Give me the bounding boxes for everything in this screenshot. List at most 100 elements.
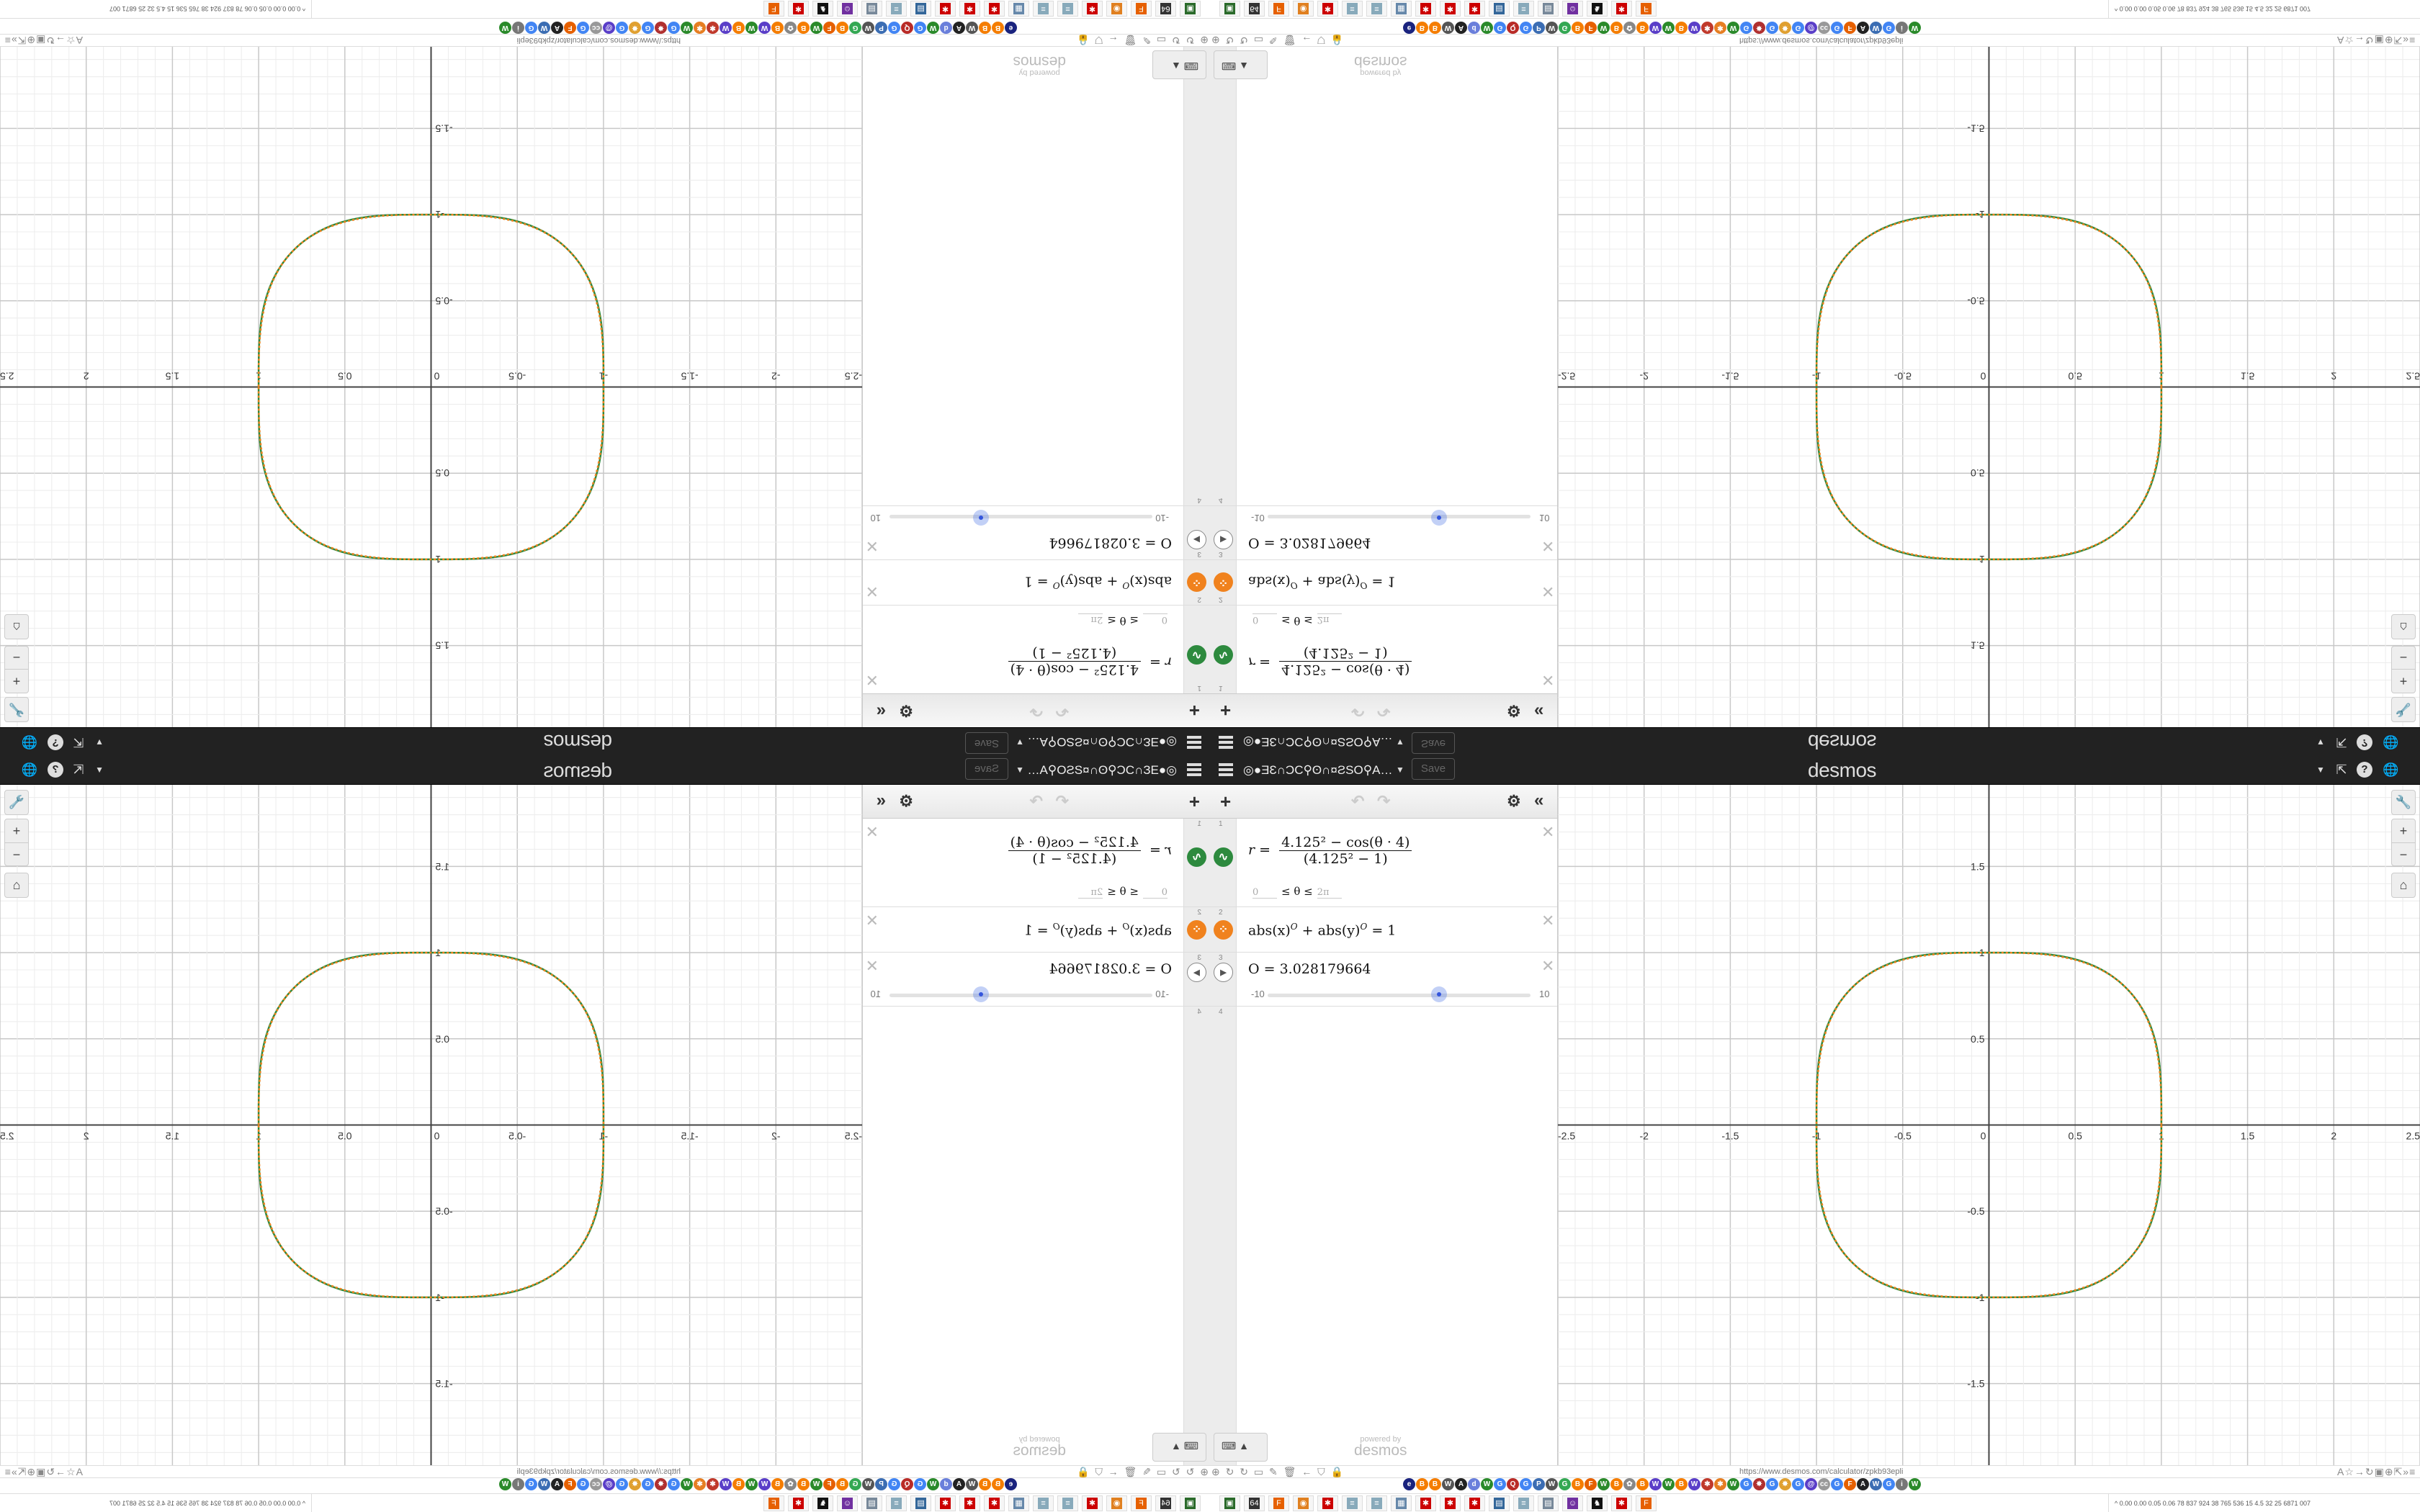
zoom-out-button[interactable]: − bbox=[12, 650, 21, 665]
bookmark-icon[interactable]: ✱ bbox=[1714, 22, 1726, 34]
bookmark-icon[interactable]: F bbox=[823, 22, 835, 34]
taskbar-app-icon[interactable]: ✱ bbox=[788, 1495, 809, 1511]
bookmark-icon[interactable]: B bbox=[979, 1478, 991, 1490]
graph-title[interactable]: ◎●ƎƐ∩ƆC⚲ʘ∩¤ƧSO⚲A… bbox=[1027, 735, 1177, 749]
bookmark-icon[interactable]: W bbox=[745, 22, 758, 34]
zoom-out-button[interactable]: − bbox=[12, 847, 21, 862]
bookmark-icon[interactable]: P bbox=[875, 22, 887, 34]
bookmark-icon[interactable]: W bbox=[1597, 1478, 1610, 1490]
globe-icon[interactable]: 🌐 bbox=[21, 735, 37, 750]
bookmark-icon[interactable]: Q bbox=[901, 22, 913, 34]
bookmark-icon[interactable]: G bbox=[914, 1478, 926, 1490]
bookmark-icon[interactable]: B bbox=[1572, 1478, 1584, 1490]
bookmark-icon[interactable]: W bbox=[1662, 22, 1675, 34]
domain-max-input[interactable]: 2π bbox=[1317, 613, 1342, 625]
zoom-out-button[interactable]: − bbox=[2399, 847, 2408, 862]
delete-expression-icon[interactable]: ✕ bbox=[865, 957, 879, 975]
taskbar-app-icon[interactable]: ≡ bbox=[1366, 1495, 1387, 1511]
taskbar-app-icon[interactable]: ✱ bbox=[1082, 1495, 1103, 1511]
implicit-curve-color-icon[interactable]: ⁘ bbox=[1187, 572, 1206, 592]
delete-expression-icon[interactable]: ✕ bbox=[865, 823, 879, 841]
taskbar-app-icon[interactable]: ✱ bbox=[788, 1, 809, 17]
bookmark-icon[interactable]: G bbox=[1494, 22, 1506, 34]
graph-title[interactable]: ◎●ƎƐ∩ƆC⚲ʘ∩¤ƧSO⚲A… bbox=[1243, 763, 1393, 777]
taskbar-app-icon[interactable]: ♞ bbox=[812, 1, 833, 17]
slider-min[interactable]: -10 bbox=[1251, 989, 1265, 999]
bookmark-icon[interactable]: W bbox=[1442, 22, 1454, 34]
bookmark-icon[interactable]: W bbox=[1649, 22, 1662, 34]
bookmark-icon[interactable]: W bbox=[1909, 1478, 1921, 1490]
bookmark-icon[interactable]: F bbox=[564, 1478, 576, 1490]
expression-row-2[interactable]: 2 ⁘ abs(x)O + abs(y)O = 1 ✕ bbox=[1210, 907, 1557, 953]
save-button[interactable]: Save bbox=[1412, 732, 1455, 754]
undo-button[interactable]: ↶ bbox=[1055, 702, 1069, 720]
expression-row-4[interactable]: 4 bbox=[1210, 1007, 1557, 1050]
bookmark-icon[interactable]: B bbox=[1416, 1478, 1428, 1490]
taskbar-app-icon[interactable]: ✱ bbox=[1611, 1, 1632, 17]
bookmark-icon[interactable]: W bbox=[810, 22, 823, 34]
help-icon[interactable]: ? bbox=[48, 734, 63, 750]
url-field[interactable]: https://www.desmos.com/calculator/zpkb93… bbox=[1739, 1467, 1904, 1476]
bookmark-icon[interactable]: cc bbox=[590, 22, 602, 34]
redo-button[interactable]: ↷ bbox=[1029, 792, 1043, 810]
taskbar-app-icon[interactable]: ▤ bbox=[910, 1, 931, 17]
bookmark-icon[interactable]: B bbox=[836, 22, 848, 34]
browser-toolbar-icons[interactable]: A☆→↻▣⊕⇱»≡ bbox=[4, 35, 83, 46]
home-view-button[interactable]: ⌂ bbox=[2391, 873, 2416, 898]
expression-row-2[interactable]: 2 ⁘ abs(x)O + abs(y)O = 1 ✕ bbox=[863, 907, 1210, 953]
bookmark-icon[interactable]: G bbox=[1559, 1478, 1571, 1490]
redo-button[interactable]: ↷ bbox=[1377, 792, 1391, 810]
bookmark-icon[interactable]: G bbox=[642, 22, 654, 34]
bookmark-icon[interactable]: W bbox=[1649, 1478, 1662, 1490]
graph-canvas[interactable]: -2.5-2-1.5-1-0.500.511.522.51.510.5-0.5-… bbox=[0, 785, 862, 1465]
domain-max-input[interactable]: 2π bbox=[1317, 887, 1342, 899]
home-view-button[interactable]: ⌂ bbox=[4, 873, 29, 898]
browser-nav-icons[interactable]: ⊕ ↻ ↻ ▭ ✎ 🗑 ← ⛉ 🔒 bbox=[1075, 1466, 1209, 1477]
bookmark-icon[interactable]: G bbox=[577, 1478, 589, 1490]
help-icon[interactable]: ? bbox=[2357, 762, 2372, 778]
graph-canvas[interactable]: -2.5-2-1.5-1-0.500.511.522.51.510.5-0.5-… bbox=[0, 47, 862, 727]
slider-thumb[interactable] bbox=[973, 986, 990, 1002]
zoom-in-button[interactable]: + bbox=[2392, 669, 2415, 693]
bookmark-icon[interactable]: Q bbox=[1507, 22, 1519, 34]
bookmark-icon[interactable]: G bbox=[668, 22, 680, 34]
menu-icon[interactable] bbox=[1219, 736, 1233, 749]
bookmark-icon[interactable]: G bbox=[1766, 22, 1778, 34]
collapse-panel-button[interactable]: « bbox=[876, 791, 886, 810]
bookmark-icon[interactable]: ✱ bbox=[1701, 1478, 1713, 1490]
bookmark-icon[interactable]: ✿ bbox=[1623, 1478, 1636, 1490]
taskbar-app-icon[interactable]: ✱ bbox=[935, 1495, 956, 1511]
taskbar-app-icon[interactable]: F bbox=[1636, 1495, 1657, 1511]
bookmark-icon[interactable]: W bbox=[1442, 1478, 1454, 1490]
zoom-out-button[interactable]: − bbox=[2399, 650, 2408, 665]
bookmark-icon[interactable]: G bbox=[1883, 1478, 1895, 1490]
bookmark-icon[interactable]: ✱ bbox=[707, 1478, 719, 1490]
bookmark-icon[interactable]: W bbox=[1870, 1478, 1882, 1490]
bookmark-icon[interactable]: F bbox=[1585, 1478, 1597, 1490]
bookmark-icon[interactable]: i bbox=[512, 22, 524, 34]
add-expression-button[interactable]: + bbox=[1220, 700, 1232, 721]
taskbar-app-icon[interactable]: ≡ bbox=[1057, 1, 1078, 17]
taskbar-app-icon[interactable]: ≡ bbox=[1033, 1, 1054, 17]
taskbar-app-icon[interactable]: 64 bbox=[1244, 1, 1265, 17]
bookmark-icon[interactable]: B bbox=[992, 22, 1004, 34]
bookmark-icon[interactable]: A bbox=[1857, 22, 1869, 34]
polar-formula[interactable]: r = 4.125² − cos(θ · 4) (4.125² − 1) bbox=[1008, 645, 1172, 678]
bookmark-icon[interactable]: B bbox=[1610, 22, 1623, 34]
bookmark-icon[interactable]: B bbox=[771, 1478, 784, 1490]
keyboard-toggle-button[interactable]: ⌨ ▲ bbox=[1152, 1433, 1206, 1462]
taskbar-app-icon[interactable]: ≡ bbox=[886, 1495, 907, 1511]
implicit-formula[interactable]: abs(x)O + abs(y)O = 1 bbox=[1024, 574, 1172, 590]
bookmark-icon[interactable]: W bbox=[1597, 22, 1610, 34]
browser-nav-icons[interactable]: ⊕ ↻ ↻ ▭ ✎ 🗑 ← ⛉ 🔒 bbox=[1075, 35, 1209, 46]
bookmark-icon[interactable]: W bbox=[758, 1478, 771, 1490]
bookmark-icon[interactable]: W bbox=[758, 22, 771, 34]
bookmark-icon[interactable]: G bbox=[525, 22, 537, 34]
play-slider-icon[interactable]: ▶ bbox=[1214, 530, 1233, 549]
slider-min[interactable]: -10 bbox=[1251, 513, 1265, 523]
bookmark-icon[interactable]: P bbox=[1533, 22, 1545, 34]
bookmark-icon[interactable]: ✿ bbox=[1623, 22, 1636, 34]
taskbar-app-icon[interactable]: F bbox=[1268, 1, 1289, 17]
bookmark-icon[interactable]: B bbox=[771, 22, 784, 34]
